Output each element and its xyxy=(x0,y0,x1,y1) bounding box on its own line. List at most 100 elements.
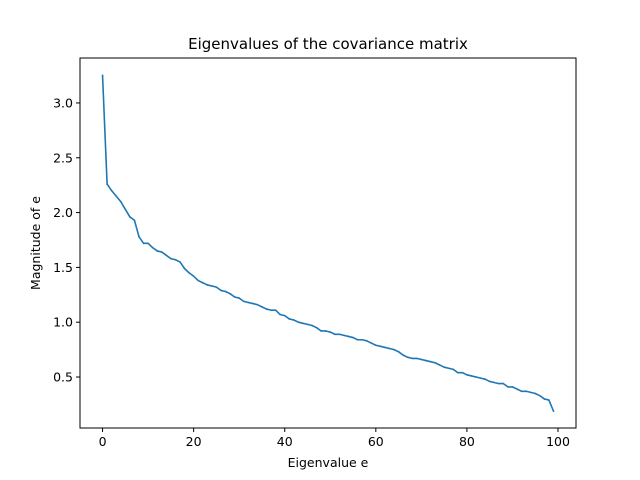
data-point xyxy=(138,235,140,238)
data-point xyxy=(466,374,468,376)
data-point xyxy=(520,390,523,393)
data-point xyxy=(124,208,127,211)
data-point xyxy=(265,308,268,310)
data-point xyxy=(110,189,113,192)
data-point xyxy=(411,357,414,360)
series-line xyxy=(101,74,555,413)
data-point xyxy=(329,331,332,333)
data-point xyxy=(548,399,550,401)
data-point xyxy=(397,351,400,353)
y-axis-label: Magnitude of e xyxy=(28,196,43,290)
data-point xyxy=(425,359,427,362)
data-point xyxy=(261,306,263,308)
plot-area xyxy=(80,58,576,428)
y-tick-label: 1.5 xyxy=(53,260,73,275)
data-point xyxy=(170,257,172,260)
data-point xyxy=(370,342,373,344)
data-points xyxy=(101,74,555,412)
data-point xyxy=(438,364,441,366)
data-point xyxy=(393,348,395,351)
x-axis: 0 20 40 60 80 100 xyxy=(99,428,570,449)
data-point xyxy=(529,391,532,394)
data-point xyxy=(516,388,518,390)
x-tick-label: 40 xyxy=(277,434,293,449)
data-point xyxy=(106,183,108,185)
data-point xyxy=(538,394,541,397)
data-point xyxy=(211,285,213,287)
data-point xyxy=(420,358,423,361)
data-point xyxy=(115,195,118,197)
x-tick-label: 0 xyxy=(99,434,107,449)
data-point xyxy=(270,309,272,311)
data-point xyxy=(543,398,546,400)
data-point xyxy=(238,297,240,299)
axes-frame xyxy=(79,57,577,429)
data-point xyxy=(488,380,491,383)
data-point xyxy=(352,336,354,339)
data-point xyxy=(133,219,136,222)
data-point xyxy=(311,324,313,327)
y-tick-label: 2.0 xyxy=(53,205,73,220)
data-point xyxy=(233,296,236,298)
data-point xyxy=(192,275,195,277)
data-point xyxy=(151,246,154,249)
data-point xyxy=(365,340,368,342)
x-tick-label: 80 xyxy=(459,434,475,449)
x-tick-label: 20 xyxy=(186,434,202,449)
data-point xyxy=(256,303,259,306)
data-point xyxy=(416,357,418,360)
data-point xyxy=(302,322,304,325)
data-point xyxy=(160,251,163,253)
data-point xyxy=(129,216,131,218)
x-tick-label: 60 xyxy=(368,434,384,449)
data-point xyxy=(475,376,477,378)
y-tick-label: 2.5 xyxy=(53,150,73,165)
y-axis: 0.5 1.0 1.5 2.0 2.5 3.0 xyxy=(53,95,80,385)
chart-title: Eigenvalues of the covariance matrix xyxy=(188,35,468,53)
data-point xyxy=(402,354,404,356)
data-point xyxy=(279,313,281,316)
data-point xyxy=(242,300,245,303)
data-point xyxy=(493,381,496,384)
data-point xyxy=(315,326,318,329)
data-point xyxy=(247,301,250,304)
data-point xyxy=(179,261,181,263)
y-tick-label: 3.0 xyxy=(53,95,73,110)
data-point xyxy=(147,242,149,245)
data-point xyxy=(479,377,482,379)
data-point xyxy=(224,290,227,293)
data-point xyxy=(470,375,473,377)
data-point xyxy=(461,371,464,374)
data-point xyxy=(347,335,350,338)
data-point xyxy=(101,74,104,77)
data-point xyxy=(434,361,436,364)
data-point xyxy=(507,386,509,388)
data-point xyxy=(201,281,204,284)
data-point xyxy=(274,309,277,311)
data-point xyxy=(384,346,386,349)
data-point xyxy=(429,360,432,363)
data-point xyxy=(188,272,190,274)
data-point xyxy=(229,292,231,295)
x-axis-label: Eigenvalue e xyxy=(288,455,369,470)
data-point xyxy=(156,250,158,252)
data-point xyxy=(498,382,500,385)
data-point xyxy=(388,347,391,350)
data-point xyxy=(320,330,322,332)
data-point xyxy=(283,314,286,317)
data-point xyxy=(406,356,409,359)
data-point xyxy=(293,319,295,321)
data-point xyxy=(220,289,222,292)
data-point xyxy=(379,345,382,348)
data-point xyxy=(297,321,300,324)
data-point xyxy=(457,371,459,374)
data-point xyxy=(206,284,209,286)
data-point xyxy=(334,333,336,336)
data-point xyxy=(552,410,555,412)
data-point xyxy=(511,386,514,388)
data-point xyxy=(452,368,455,371)
x-tick-label: 100 xyxy=(546,434,570,449)
data-point xyxy=(375,344,377,347)
data-point xyxy=(165,254,168,257)
data-point xyxy=(338,333,341,336)
